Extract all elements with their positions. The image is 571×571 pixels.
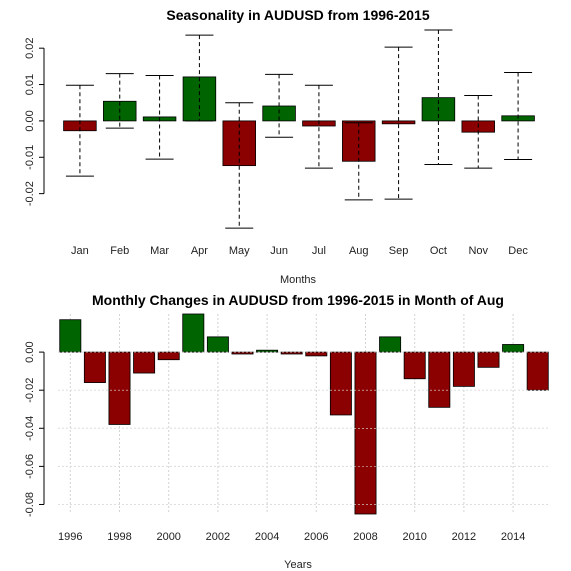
seasonality-y-tick-label: 0.00 [24, 110, 36, 131]
monthly-changes-bars [58, 313, 550, 515]
seasonality-bar [381, 120, 416, 125]
monthly-changes-bar [59, 319, 82, 353]
monthly-changes-bar [108, 351, 131, 425]
monthly-changes-y-tick-label: -0.06 [24, 454, 36, 479]
monthly-changes-bar [526, 351, 549, 391]
monthly-changes-y-tick-label: -0.08 [24, 492, 36, 517]
seasonality-x-tick-label: Jun [270, 245, 288, 257]
seasonality-x-tick-label: Mar [150, 245, 169, 257]
seasonality-x-axis-label: Months [280, 274, 317, 286]
monthly-changes-bar [329, 351, 352, 416]
monthly-changes-x-tick-label: 1996 [58, 531, 82, 543]
monthly-changes-y-tick-label: -0.02 [24, 378, 36, 403]
seasonality-x-tick-label: Sep [389, 245, 409, 257]
monthly-changes-bar [206, 336, 229, 353]
seasonality-x-ticks: Jan Feb Mar Apr May Jun Jul Aug Sep Oct Nov Dec [71, 245, 528, 257]
monthly-changes-bar [83, 351, 106, 383]
seasonality-x-tick-label: Apr [191, 245, 208, 257]
monthly-changes-chart: Monthly Changes in AUDUSD from 1996-2015… [24, 292, 550, 571]
seasonality-x-tick-label: Aug [349, 245, 369, 257]
monthly-changes-x-tick-label: 2000 [156, 531, 180, 543]
monthly-changes-x-tick-label: 2008 [353, 531, 377, 543]
seasonality-chart: Seasonality in AUDUSD from 1996-2015 0.0… [24, 7, 535, 286]
monthly-changes-bar [428, 351, 451, 408]
monthly-changes-bar [452, 351, 475, 387]
seasonality-x-tick-label: Dec [508, 245, 528, 257]
monthly-changes-x-tick-label: 1998 [107, 531, 131, 543]
monthly-changes-y-tick-label: 0.00 [24, 341, 36, 362]
monthly-changes-x-tick-label: 2006 [304, 531, 328, 543]
seasonality-x-tick-label: Feb [110, 245, 129, 257]
monthly-changes-y-tick-label: -0.04 [24, 416, 36, 441]
seasonality-chart-title: Seasonality in AUDUSD from 1996-2015 [166, 7, 429, 23]
monthly-changes-bar [379, 336, 402, 353]
monthly-changes-bar [502, 344, 525, 353]
seasonality-y-axis: 0.02 0.01 0.00 -0.01 -0.02 [24, 37, 45, 206]
seasonality-x-tick-label: Jul [312, 245, 326, 257]
seasonality-y-tick-label: 0.01 [24, 74, 36, 95]
monthly-changes-x-tick-label: 2014 [501, 531, 525, 543]
monthly-changes-x-tick-label: 2002 [206, 531, 230, 543]
monthly-changes-x-tick-label: 2004 [255, 531, 279, 543]
seasonality-bar [342, 120, 376, 162]
monthly-changes-x-tick-label: 2012 [452, 531, 476, 543]
seasonality-y-tick-label: -0.01 [24, 145, 36, 170]
monthly-changes-x-tick-label: 2010 [402, 531, 426, 543]
monthly-changes-bar [403, 351, 426, 380]
monthly-changes-bar [133, 351, 156, 374]
monthly-changes-bar [354, 351, 377, 515]
seasonality-x-tick-label: May [229, 245, 250, 257]
monthly-changes-grid [58, 314, 550, 514]
seasonality-y-tick-label: 0.02 [24, 37, 36, 58]
monthly-changes-bar [477, 351, 500, 368]
monthly-changes-x-axis-label: Years [284, 559, 312, 571]
seasonality-x-tick-label: Oct [430, 245, 447, 257]
monthly-changes-bar [182, 313, 205, 353]
monthly-changes-chart-title: Monthly Changes in AUDUSD from 1996-2015… [92, 292, 504, 308]
seasonality-x-tick-label: Jan [71, 245, 89, 257]
monthly-changes-bar [305, 351, 328, 357]
seasonality-bars [63, 29, 535, 229]
monthly-changes-bar [157, 351, 180, 361]
seasonality-bar [222, 120, 256, 167]
seasonality-x-tick-label: Nov [468, 245, 488, 257]
monthly-changes-x-ticks: 1996 1998 2000 2002 2004 2006 2008 2010 2012 2014 [58, 531, 525, 543]
seasonality-y-tick-label: -0.02 [24, 181, 36, 206]
monthly-changes-y-axis: 0.00 -0.02 -0.04 -0.06 -0.08 [24, 341, 45, 517]
